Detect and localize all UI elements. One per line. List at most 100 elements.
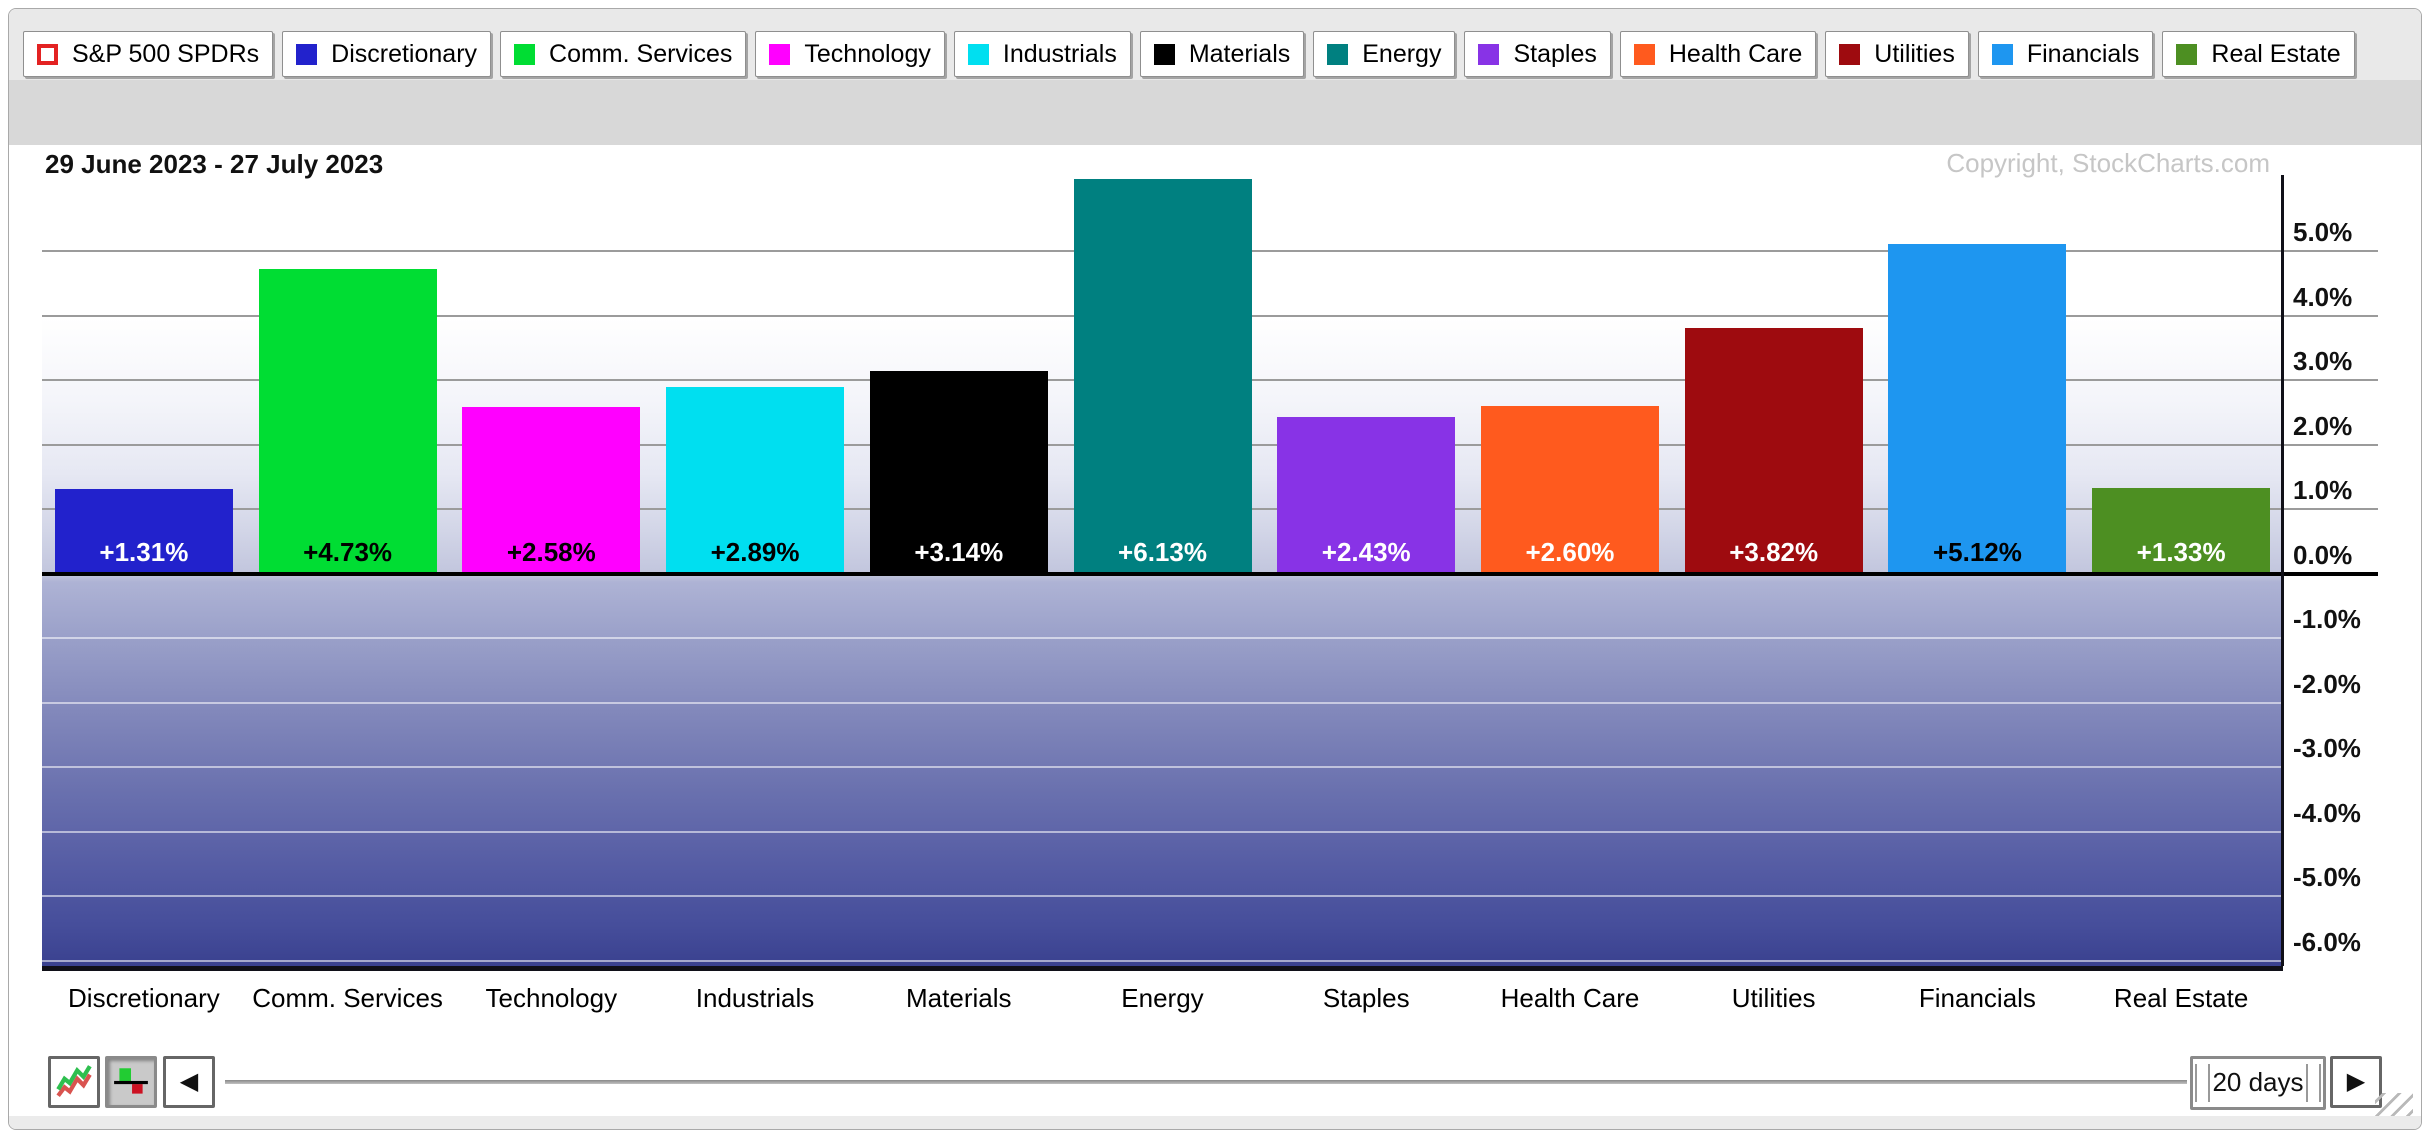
bar-utilities	[1684, 327, 1863, 574]
s-p-500-spdrs-swatch-icon	[37, 43, 58, 65]
bar-real-estate	[2092, 488, 2271, 574]
histogram-mode-button[interactable]	[105, 1056, 157, 1108]
bar-value-label: +4.73%	[303, 536, 393, 567]
plot-area: 5.0% 4.0% 3.0% 2.0% 1.0% 0.0% -1.0% -2.0% -3.0% -…	[42, 145, 2378, 1013]
copyright-label: Copyright, StockCharts.com	[1946, 148, 2270, 178]
materials-swatch-icon	[1153, 43, 1175, 65]
bar-value-label: +6.13%	[1118, 536, 1207, 567]
health-care-swatch-icon	[1633, 43, 1655, 65]
right-grip-icon	[2305, 1064, 2321, 1102]
legend-label: Health Care	[1668, 39, 1803, 68]
utilities-swatch-icon	[1839, 43, 1861, 65]
scroll-right-button[interactable]: ▶	[2330, 1056, 2382, 1108]
y-axis-tick-label: 1.0%	[2293, 475, 2353, 506]
bar-health-care	[1480, 406, 1659, 574]
period-size-box[interactable]: 20 days	[2190, 1056, 2326, 1110]
bar-comm-services	[258, 268, 437, 574]
legend-label: S&P 500 SPDRs	[72, 39, 260, 68]
gridline	[42, 895, 2378, 898]
legend-button-s-p-500-spdrs[interactable]: S&P 500 SPDRs	[23, 31, 274, 77]
staples-swatch-icon	[1478, 43, 1500, 65]
period-slider-track[interactable]	[225, 1080, 2187, 1084]
bar-materials	[869, 371, 1048, 574]
bar-staples	[1277, 417, 1456, 574]
y-axis-tick-label: 2.0%	[2293, 410, 2353, 441]
legend-button-materials[interactable]: Materials	[1139, 31, 1305, 77]
bar-value-label: +1.33%	[2136, 536, 2226, 567]
bar-value-label: +5.12%	[1932, 536, 2022, 567]
bar-industrials	[666, 387, 845, 574]
x-axis-label-comm-services: Comm. Services	[252, 983, 443, 1013]
bar-financials	[1888, 243, 2067, 574]
legend-label: Materials	[1188, 39, 1291, 68]
legend-label: Real Estate	[2211, 39, 2341, 68]
real-estate-swatch-icon	[2176, 43, 2198, 65]
bar-value-label: +2.60%	[1525, 536, 1615, 567]
discretionary-swatch-icon	[296, 43, 318, 65]
bottom-strip	[9, 1116, 2421, 1129]
scroll-left-button[interactable]: ◀	[163, 1056, 215, 1108]
bar-value-label: +1.31%	[99, 536, 189, 567]
perfchart-widget: S&P 500 SPDRs Discretionary Comm. Services…	[8, 8, 2422, 1130]
legend-label: Technology	[804, 39, 931, 68]
energy-swatch-icon	[1327, 43, 1349, 65]
legend-button-staples[interactable]: Staples	[1464, 31, 1611, 77]
x-axis-label-technology: Technology	[485, 983, 618, 1013]
bar-value-label: +2.43%	[1321, 536, 1411, 567]
y-axis-tick-label: 4.0%	[2293, 281, 2353, 312]
line-chart-mode-button[interactable]	[48, 1056, 100, 1108]
x-axis-label-utilities: Utilities	[1731, 983, 1816, 1013]
technology-swatch-icon	[769, 43, 791, 65]
gridline	[42, 830, 2378, 833]
x-axis-label-financials: Financials	[1918, 983, 2036, 1013]
right-arrow-icon: ▶	[2346, 1068, 2366, 1095]
legend-button-financials[interactable]: Financials	[1977, 31, 2154, 77]
legend-label: Industrials	[1002, 39, 1117, 68]
x-axis-label-materials: Materials	[906, 983, 1012, 1013]
y-axis-tick-label: -5.0%	[2293, 862, 2361, 893]
legend-button-technology[interactable]: Technology	[755, 31, 945, 77]
x-axis-label-staples: Staples	[1322, 983, 1410, 1013]
legend-label: Financials	[2026, 39, 2140, 68]
left-grip-icon	[2195, 1064, 2211, 1102]
y-axis-line	[2281, 175, 2284, 966]
x-axis-label-industrials: Industrials	[695, 983, 815, 1013]
histogram-chart-icon	[114, 1068, 148, 1094]
bar-value-label: +2.58%	[506, 536, 596, 567]
y-axis-tick-label: 5.0%	[2293, 217, 2353, 248]
y-axis-tick-label: -2.0%	[2293, 668, 2361, 699]
y-axis-tick-label: -1.0%	[2293, 604, 2361, 635]
date-range-label: 29 June 2023 - 27 July 2023	[45, 149, 384, 179]
legend-button-comm-services[interactable]: Comm. Services	[500, 31, 747, 77]
legend-button-health-care[interactable]: Health Care	[1619, 31, 1817, 77]
y-axis-tick-label: -6.0%	[2293, 926, 2361, 957]
legend-button-utilities[interactable]: Utilities	[1825, 31, 1969, 77]
legend-button-energy[interactable]: Energy	[1313, 31, 1456, 77]
chart-area: 29 June 2023 - 27 July 2023 Copyright, S…	[9, 145, 2421, 1029]
bar-value-label: +2.89%	[710, 536, 800, 567]
legend-label: Energy	[1362, 39, 1442, 68]
x-axis-label-health-care: Health Care	[1500, 983, 1640, 1013]
y-axis-tick-label: 3.0%	[2293, 346, 2353, 377]
bar-technology	[462, 407, 641, 574]
legend-label: Discretionary	[331, 39, 478, 68]
legend: S&P 500 SPDRs Discretionary Comm. Services…	[23, 31, 2355, 77]
header-spacer-band	[9, 80, 2421, 145]
legend-button-discretionary[interactable]: Discretionary	[282, 31, 492, 77]
x-axis-label-real-estate: Real Estate	[2113, 983, 2249, 1013]
bar-value-label: +3.82%	[1729, 536, 1819, 567]
comm-services-swatch-icon	[514, 43, 536, 65]
y-axis-tick-label: 0.0%	[2293, 539, 2353, 570]
y-axis-tick-label: -3.0%	[2293, 733, 2361, 764]
x-axis-label-discretionary: Discretionary	[68, 983, 220, 1013]
legend-button-industrials[interactable]: Industrials	[953, 31, 1131, 77]
legend-label: Comm. Services	[549, 39, 733, 68]
left-arrow-icon: ◀	[179, 1068, 199, 1095]
financials-swatch-icon	[1991, 43, 2013, 65]
period-label: 20 days	[2212, 1067, 2304, 1097]
legend-button-real-estate[interactable]: Real Estate	[2162, 31, 2355, 77]
perf-line-chart-icon	[56, 1065, 92, 1097]
gridline	[42, 766, 2378, 769]
gridline	[42, 637, 2378, 640]
y-axis-tick-label: -4.0%	[2293, 797, 2361, 828]
